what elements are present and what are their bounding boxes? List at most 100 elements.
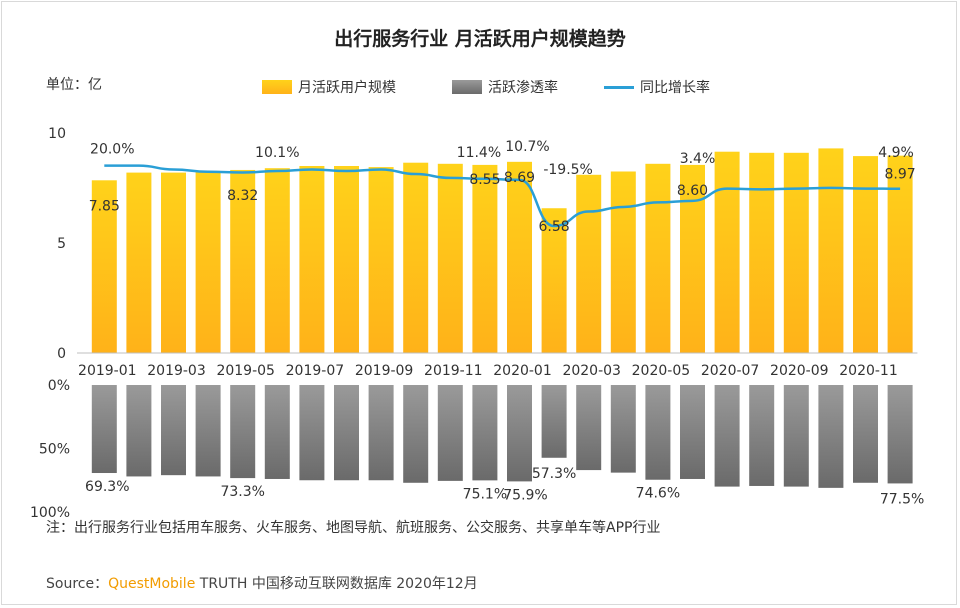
legend-label-penetration: 活跃渗透率: [488, 80, 558, 96]
penetration-bar-2019-07: [299, 385, 325, 481]
mau-label-2020-02: 6.58: [539, 219, 570, 235]
mau-bar-2020-06: [680, 164, 705, 353]
y-tick-label-5: 5: [57, 236, 66, 252]
mau-bar-2019-10: [403, 162, 429, 353]
mau-bar-2020-12: [887, 155, 913, 353]
legend-swatch-growth: [604, 85, 634, 89]
footnote: 注：出行服务行业包括用车服务、火车服务、地图导航、航班服务、公交服务、共享单车等…: [46, 520, 661, 536]
penetration-bar-2019-09: [368, 385, 394, 481]
mau-bar-2019-04: [195, 171, 221, 353]
legend-item-penetration: 活跃渗透率: [452, 77, 558, 97]
source-line: Source：QuestMobile TRUTH 中国移动互联网数据库 2020…: [46, 573, 478, 593]
mau-label-2019-12: 8.55: [469, 172, 500, 188]
penetration-label-2019-01: 69.3%: [85, 479, 129, 495]
mau-bar-2019-05: [230, 169, 256, 353]
mau-bar-2020-02: [541, 208, 567, 353]
penetration-bar-2020-08: [749, 385, 775, 486]
penetration-label-2019-12: 75.1%: [463, 486, 507, 502]
penetration-bar-2019-11: [437, 385, 463, 481]
penetration-bar-2020-11: [853, 385, 878, 483]
penetration-bar-2020-01: [507, 385, 532, 482]
growth-label-2020-12: 4.9%: [878, 145, 914, 161]
penetration-bar-2019-06: [264, 385, 290, 479]
penetration-bar-2019-05: [230, 385, 256, 479]
mau-bar-2019-02: [126, 172, 152, 353]
penetration-bar-2019-10: [403, 385, 429, 483]
mau-bar-2020-03: [576, 174, 602, 353]
mau-label-2020-06: 8.60: [677, 183, 708, 199]
penetration-bar-2019-01: [91, 385, 117, 474]
mau-bar-2019-12: [472, 164, 498, 353]
y-tick-label-10: 10: [48, 126, 66, 142]
mau-label-2019-01: 7.85: [89, 198, 120, 214]
growth-label-2019-12: 11.4%: [457, 145, 501, 161]
penetration-bar-2020-04: [610, 385, 636, 473]
mau-label-2020-12: 8.97: [885, 167, 916, 183]
x-tick-label-2019-05: 2019-05: [216, 363, 275, 379]
mau-bar-2019-06: [264, 168, 290, 353]
legend-item-mau: 月活跃用户规模: [262, 77, 396, 97]
penetration-bar-2019-12: [472, 385, 498, 481]
unit-label: 单位：亿: [46, 77, 102, 93]
x-tick-label-2020-01: 2020-01: [493, 363, 552, 379]
penetration-tick-label-50%: 50%: [39, 442, 70, 458]
mau-label-2019-05: 8.32: [227, 188, 258, 204]
legend-label-mau: 月活跃用户规模: [298, 80, 396, 96]
x-tick-label-2020-11: 2020-11: [839, 363, 898, 379]
mau-bar-2019-07: [299, 166, 325, 353]
growth-label-2019-06: 10.1%: [255, 145, 299, 161]
mau-bar-2020-11: [853, 156, 878, 353]
penetration-bar-2020-06: [680, 385, 705, 479]
chart-title: 出行服务行业 月活跃用户规模趋势: [334, 28, 626, 50]
growth-label-2019-01: 20.0%: [90, 142, 134, 158]
mau-bar-2019-08: [334, 166, 359, 353]
mau-bar-2019-11: [437, 163, 463, 353]
penetration-bar-2020-05: [645, 385, 671, 480]
mau-bar-2020-10: [818, 148, 844, 353]
penetration-bar-2020-03: [576, 385, 602, 471]
penetration-tick-label-0%: 0%: [48, 378, 70, 394]
mau-bar-2019-03: [161, 172, 186, 353]
x-tick-label-2019-03: 2019-03: [147, 363, 206, 379]
penetration-bar-2020-10: [818, 385, 844, 488]
mau-label-2020-01: 8.69: [504, 170, 535, 186]
penetration-bar-2019-04: [195, 385, 221, 477]
mau-bar-2019-01: [91, 180, 117, 353]
x-tick-label-2019-11: 2019-11: [424, 363, 483, 379]
penetration-label-2020-05: 74.6%: [636, 486, 680, 502]
mau-bar-2019-09: [368, 167, 394, 353]
mau-bar-2020-01: [507, 161, 532, 353]
x-tick-label-2020-07: 2020-07: [701, 363, 760, 379]
x-tick-label-2019-07: 2019-07: [286, 363, 345, 379]
penetration-label-2019-05: 73.3%: [220, 484, 264, 500]
mau-bar-2020-07: [714, 151, 740, 353]
source-brand: QuestMobile: [108, 576, 196, 592]
penetration-label-2020-12: 77.5%: [880, 491, 924, 507]
growth-label-2020-02: -19.5%: [543, 162, 593, 178]
mau-bar-2020-09: [783, 152, 809, 353]
legend-swatch-mau: [262, 80, 292, 94]
source-rest: TRUTH 中国移动互联网数据库 2020年12月: [195, 576, 478, 592]
growth-line-series: [104, 164, 901, 228]
penetration-bar-2020-07: [714, 385, 740, 487]
growth-label-2020-06: 3.4%: [680, 151, 716, 167]
penetration-bar-2019-02: [126, 385, 152, 477]
penetration-bar-2020-02: [541, 385, 567, 458]
penetration-bar-2020-09: [783, 385, 809, 487]
penetration-bar-2019-03: [161, 385, 186, 476]
x-tick-label-2019-09: 2019-09: [355, 363, 414, 379]
x-tick-label-2020-03: 2020-03: [562, 363, 621, 379]
x-tick-label-2019-01: 2019-01: [78, 363, 137, 379]
penetration-tick-label-100%: 100%: [30, 505, 70, 521]
mau-bar-2020-08: [749, 152, 775, 353]
penetration-label-2020-01: 75.9%: [503, 487, 547, 503]
x-tick-label-2020-09: 2020-09: [770, 363, 829, 379]
mau-bar-2020-04: [610, 171, 636, 353]
legend-swatch-penetration: [452, 80, 482, 94]
y-tick-label-0: 0: [57, 346, 66, 362]
x-tick-label-2020-05: 2020-05: [632, 363, 691, 379]
penetration-bar-2020-12: [887, 385, 913, 484]
